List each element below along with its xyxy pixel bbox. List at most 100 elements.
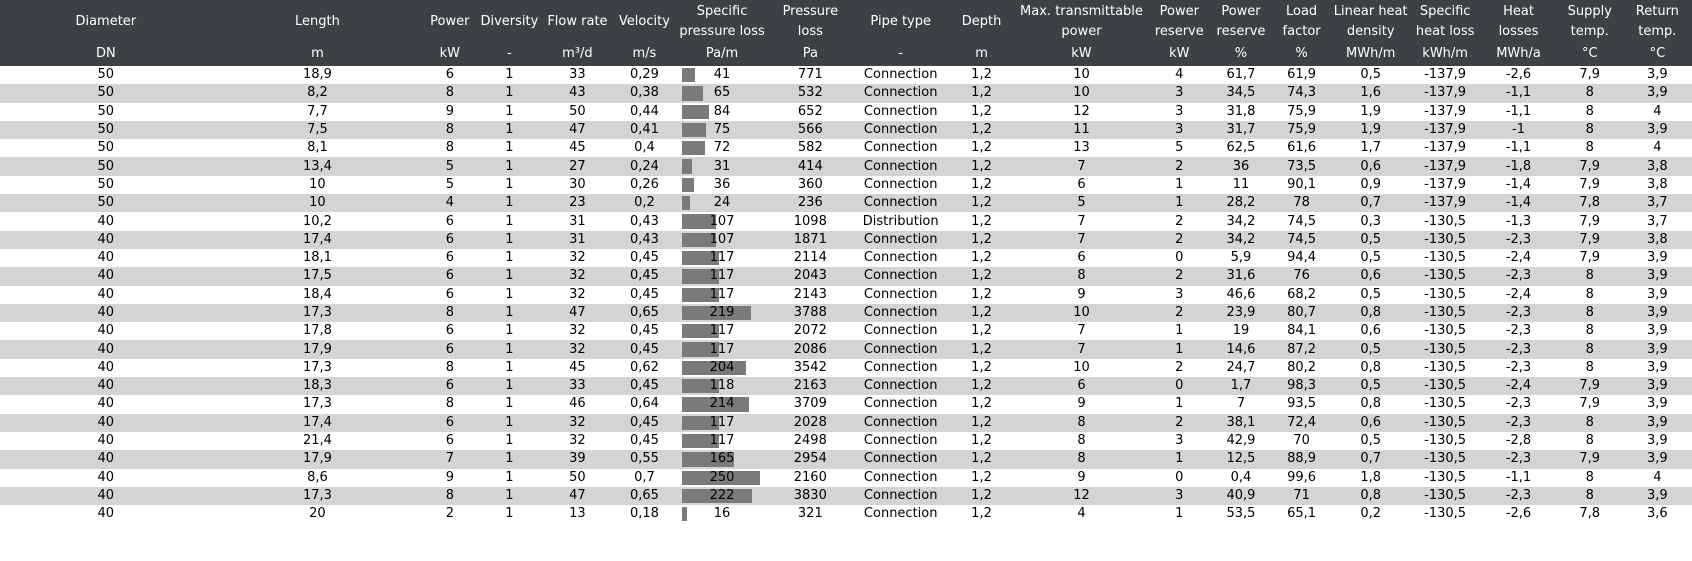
cell-diameter[interactable]: 40 (0, 486, 212, 506)
cell-specific-heat-loss[interactable]: -137,9 (1410, 120, 1481, 140)
cell-depth[interactable]: 1,2 (948, 175, 1015, 195)
cell-diversity[interactable]: 1 (476, 322, 543, 341)
cell-pipe-type[interactable]: Connection (852, 102, 949, 121)
cell-pipe-type[interactable]: Connection (852, 267, 949, 286)
cell-depth[interactable]: 1,2 (948, 358, 1015, 378)
cell-diversity[interactable]: 1 (476, 175, 543, 195)
cell-supply-temp[interactable]: 7,9 (1556, 248, 1623, 268)
cell-power-reserve-kw[interactable]: 2 (1148, 230, 1211, 249)
cell-specific-pressure-loss[interactable]: 16 (676, 505, 768, 524)
cell-pipe-type[interactable]: Connection (852, 413, 949, 432)
col-header-diameter[interactable]: Diameter (0, 0, 212, 44)
cell-depth[interactable]: 1,2 (948, 303, 1015, 323)
cell-supply-temp[interactable]: 8 (1556, 486, 1623, 506)
cell-diversity[interactable]: 1 (476, 84, 543, 103)
cell-return-temp[interactable]: 3,8 (1622, 175, 1692, 195)
cell-velocity[interactable]: 0,62 (612, 358, 677, 378)
cell-power-reserve-pct[interactable]: 42,9 (1210, 431, 1272, 451)
cell-velocity[interactable]: 0,18 (612, 505, 677, 524)
cell-supply-temp[interactable]: 8 (1556, 413, 1623, 432)
cell-diameter[interactable]: 40 (0, 450, 212, 469)
cell-pipe-type[interactable]: Connection (852, 175, 949, 195)
cell-supply-temp[interactable]: 7,9 (1556, 450, 1623, 469)
cell-linear-heat-density[interactable]: 0,8 (1331, 358, 1411, 378)
cell-power-reserve-pct[interactable]: 24,7 (1210, 358, 1272, 378)
cell-depth[interactable]: 1,2 (948, 486, 1015, 506)
cell-diversity[interactable]: 1 (476, 285, 543, 304)
cell-power-reserve-kw[interactable]: 3 (1148, 102, 1211, 121)
cell-supply-temp[interactable]: 7,9 (1556, 212, 1623, 231)
cell-specific-pressure-loss[interactable]: 117 (676, 431, 768, 451)
cell-depth[interactable]: 1,2 (948, 120, 1015, 140)
cell-specific-heat-loss[interactable]: -137,9 (1410, 157, 1481, 176)
cell-max-transmittable-power[interactable]: 10 (1014, 358, 1149, 378)
cell-load-factor[interactable]: 98,3 (1271, 377, 1332, 396)
cell-pipe-type[interactable]: Connection (852, 431, 949, 451)
cell-supply-temp[interactable]: 8 (1556, 139, 1623, 158)
col-header-depth[interactable]: Depth (948, 0, 1015, 44)
cell-linear-heat-density[interactable]: 0,8 (1331, 303, 1411, 323)
cell-power-reserve-kw[interactable]: 1 (1148, 395, 1211, 414)
cell-max-transmittable-power[interactable]: 12 (1014, 102, 1149, 121)
cell-diversity[interactable]: 1 (476, 431, 543, 451)
cell-diameter[interactable]: 50 (0, 66, 212, 85)
cell-depth[interactable]: 1,2 (948, 322, 1015, 341)
cell-supply-temp[interactable]: 8 (1556, 340, 1623, 359)
cell-specific-pressure-loss[interactable]: 204 (676, 358, 768, 378)
cell-flow-rate[interactable]: 47 (542, 303, 613, 323)
cell-linear-heat-density[interactable]: 0,6 (1331, 413, 1411, 432)
cell-length[interactable]: 18,4 (211, 285, 424, 304)
cell-diversity[interactable]: 1 (476, 120, 543, 140)
col-header-load-factor[interactable]: Load factor (1271, 0, 1332, 44)
cell-return-temp[interactable]: 3,9 (1622, 248, 1692, 268)
cell-power[interactable]: 6 (423, 212, 477, 231)
cell-supply-temp[interactable]: 7,8 (1556, 505, 1623, 524)
cell-depth[interactable]: 1,2 (948, 230, 1015, 249)
cell-power-reserve-kw[interactable]: 0 (1148, 468, 1211, 487)
cell-diversity[interactable]: 1 (476, 267, 543, 286)
cell-pipe-type[interactable]: Connection (852, 303, 949, 323)
cell-power[interactable]: 6 (423, 248, 477, 268)
cell-return-temp[interactable]: 3,9 (1622, 120, 1692, 140)
cell-specific-heat-loss[interactable]: -130,5 (1410, 468, 1481, 487)
cell-pressure-loss[interactable]: 3788 (767, 303, 853, 323)
cell-linear-heat-density[interactable]: 0,5 (1331, 377, 1411, 396)
cell-velocity[interactable]: 0,55 (612, 450, 677, 469)
cell-specific-pressure-loss[interactable]: 214 (676, 395, 768, 414)
cell-diversity[interactable]: 1 (476, 395, 543, 414)
cell-pipe-type[interactable]: Connection (852, 285, 949, 304)
cell-supply-temp[interactable]: 8 (1556, 358, 1623, 378)
cell-velocity[interactable]: 0,45 (612, 267, 677, 286)
cell-pipe-type[interactable]: Connection (852, 468, 949, 487)
col-header-diversity[interactable]: Diversity (476, 0, 543, 44)
cell-length[interactable]: 17,3 (211, 395, 424, 414)
cell-supply-temp[interactable]: 8 (1556, 303, 1623, 323)
cell-heat-losses[interactable]: -2,4 (1480, 377, 1557, 396)
cell-pressure-loss[interactable]: 2954 (767, 450, 853, 469)
cell-power-reserve-kw[interactable]: 2 (1148, 413, 1211, 432)
cell-diameter[interactable]: 40 (0, 285, 212, 304)
cell-diversity[interactable]: 1 (476, 377, 543, 396)
cell-specific-heat-loss[interactable]: -130,5 (1410, 322, 1481, 341)
cell-max-transmittable-power[interactable]: 10 (1014, 303, 1149, 323)
cell-flow-rate[interactable]: 32 (542, 431, 613, 451)
cell-power-reserve-pct[interactable]: 11 (1210, 175, 1272, 195)
cell-max-transmittable-power[interactable]: 4 (1014, 505, 1149, 524)
cell-power-reserve-pct[interactable]: 53,5 (1210, 505, 1272, 524)
cell-power-reserve-kw[interactable]: 0 (1148, 248, 1211, 268)
cell-pressure-loss[interactable]: 321 (767, 505, 853, 524)
cell-return-temp[interactable]: 3,9 (1622, 358, 1692, 378)
cell-specific-pressure-loss[interactable]: 107 (676, 212, 768, 231)
cell-length[interactable]: 10 (211, 194, 424, 213)
cell-power[interactable]: 8 (423, 84, 477, 103)
cell-diameter[interactable]: 40 (0, 505, 212, 524)
cell-load-factor[interactable]: 80,7 (1271, 303, 1332, 323)
cell-pressure-loss[interactable]: 652 (767, 102, 853, 121)
cell-flow-rate[interactable]: 46 (542, 395, 613, 414)
cell-depth[interactable]: 1,2 (948, 84, 1015, 103)
cell-power-reserve-kw[interactable]: 2 (1148, 212, 1211, 231)
cell-specific-heat-loss[interactable]: -137,9 (1410, 175, 1481, 195)
cell-length[interactable]: 17,4 (211, 230, 424, 249)
cell-specific-pressure-loss[interactable]: 72 (676, 139, 768, 158)
cell-linear-heat-density[interactable]: 0,8 (1331, 486, 1411, 506)
